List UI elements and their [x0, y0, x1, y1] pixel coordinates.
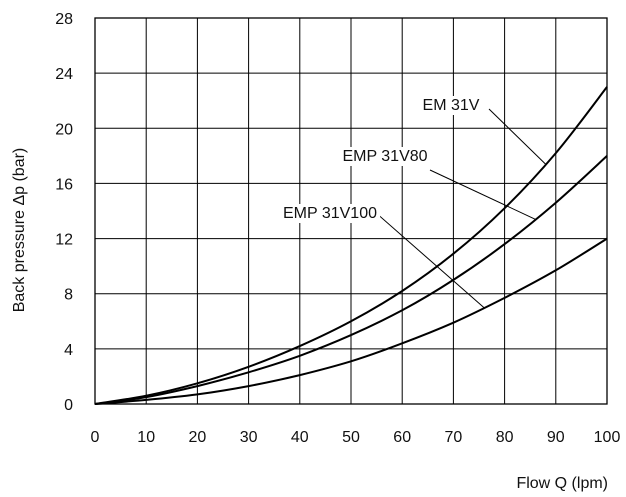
y-tick-label: 8 — [64, 287, 73, 304]
x-axis-label: Flow Q (lpm) — [516, 475, 608, 492]
y-tick-label: 20 — [55, 121, 73, 138]
y-axis-label: Back pressure Δp (bar) — [11, 148, 28, 313]
curve-label-emp-31v80: EMP 31V80 — [342, 148, 427, 165]
x-tick-label: 10 — [137, 429, 155, 446]
y-tick-labels: 0 4 8 12 16 20 24 28 — [55, 11, 73, 414]
x-tick-label: 0 — [91, 429, 100, 446]
plot-frame — [94, 17, 608, 405]
x-tick-label: 60 — [393, 429, 411, 446]
y-tick-label: 24 — [55, 66, 73, 83]
x-tick-label: 90 — [547, 429, 565, 446]
curves — [94, 86, 608, 405]
curve-labels: EM 31V EMP 31V80 EMP 31V100 — [280, 96, 546, 309]
x-tick-label: 20 — [189, 429, 207, 446]
leader-line-emp-31v100 — [374, 211, 485, 309]
y-tick-label: 28 — [55, 11, 73, 28]
series-line-em-31v — [94, 86, 608, 405]
x-tick-label: 70 — [445, 429, 463, 446]
x-tick-label: 80 — [496, 429, 514, 446]
leader-line-em-31v — [488, 108, 546, 165]
leader-line-emp-31v80 — [429, 169, 536, 220]
series-line-emp-31v80 — [94, 155, 608, 405]
y-tick-label: 4 — [64, 342, 73, 359]
curve-label-bg — [280, 204, 381, 223]
y-tick-label: 16 — [55, 176, 73, 193]
x-tick-label: 50 — [342, 429, 360, 446]
curve-label-bg — [339, 147, 431, 166]
x-tick-label: 40 — [291, 429, 309, 446]
y-tick-label: 12 — [55, 232, 73, 249]
y-tick-label: 0 — [64, 397, 73, 414]
curve-label-em-31v: EM 31V — [423, 97, 480, 114]
curve-label-bg — [419, 96, 483, 115]
series-line-emp-31v100 — [94, 237, 608, 405]
x-tick-label: 30 — [240, 429, 258, 446]
curve-label-emp-31v100: EMP 31V100 — [283, 205, 377, 222]
x-tick-labels: 0 10 20 30 40 50 60 70 80 90 100 — [91, 429, 621, 446]
x-tick-label: 100 — [594, 429, 621, 446]
